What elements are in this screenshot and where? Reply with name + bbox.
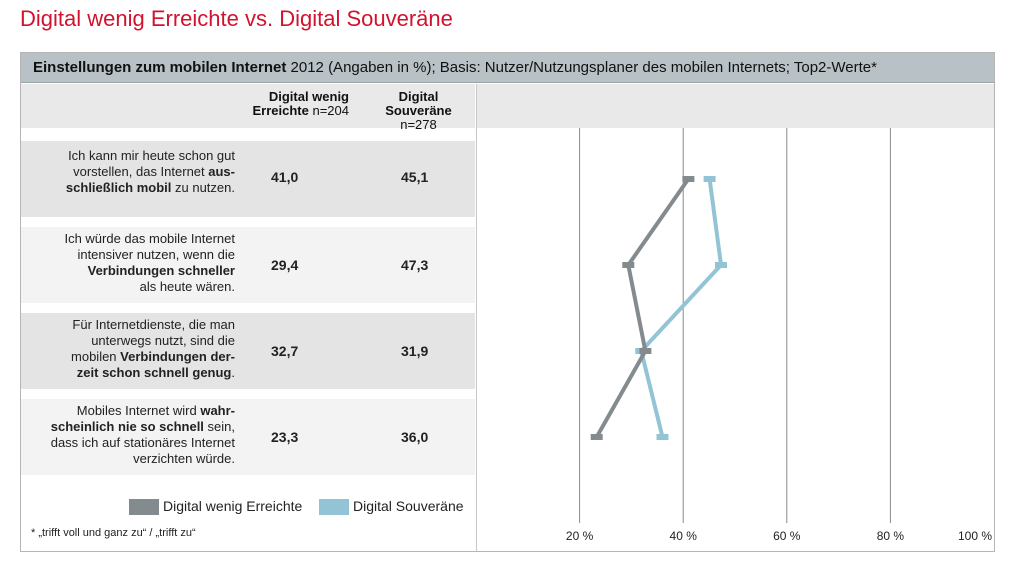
chart-frame: Einstellungen zum mobilen Internet 2012 … — [20, 52, 995, 552]
value-souveraene: 31,9 — [401, 343, 429, 359]
data-point-souveraene — [656, 434, 669, 440]
value-wenig-erreichte: 41,0 — [271, 169, 299, 185]
legend-item-wenig-erreichte: Digital wenig Erreichte — [129, 496, 302, 516]
table-header-bar: Einstellungen zum mobilen Internet 2012 … — [21, 53, 994, 83]
x-axis-ticks: 20 % 40 % 60 % 80 % 100 % — [566, 529, 992, 543]
x-tick-label: 20 % — [566, 529, 594, 543]
table-row: Ich würde das mobile Internet intensiver… — [21, 227, 475, 303]
legend-swatch-souveraene — [319, 499, 349, 516]
row-text-bold: schließlich mobil — [65, 180, 172, 195]
series-lines — [594, 177, 724, 438]
header-bold: Einstellungen zum mobilen Internet — [33, 59, 287, 76]
row-text-bold: Verbindungen der- — [120, 349, 235, 364]
value-souveraene: 45,1 — [401, 169, 429, 185]
col1-line2: Erreichte — [252, 103, 309, 118]
row-text-line: Für Internetdienste, die man — [72, 317, 235, 332]
row-text-bold: aus- — [208, 164, 235, 179]
row-text-line: zu nutzen. — [171, 180, 235, 195]
value-souveraene: 47,3 — [401, 257, 429, 273]
x-tick-label: 60 % — [773, 529, 801, 543]
col2-line1: Digital — [398, 89, 439, 104]
col1-n: n=204 — [308, 103, 349, 118]
data-point-souveraene — [703, 176, 716, 182]
row-text-bold: wahr- — [200, 403, 235, 418]
row-text-line: sein, — [203, 419, 235, 434]
data-point-wenig-erreichte — [639, 348, 652, 354]
row-text-line: Mobiles Internet wird — [76, 403, 201, 418]
data-point-souveraene — [715, 262, 728, 268]
column-divider — [476, 84, 477, 551]
legend-swatch-wenig-erreichte — [129, 499, 159, 516]
x-tick-label: 40 % — [670, 529, 698, 543]
row-text-line: vorstellen, das Internet — [73, 164, 209, 179]
row-text-line: unterwegs nutzt, sind die — [91, 333, 235, 348]
row-text-line: verzichten würde. — [133, 451, 235, 466]
data-point-wenig-erreichte — [682, 176, 695, 182]
line-chart: 20 % 40 % 60 % 80 % 100 % — [566, 128, 992, 543]
data-point-wenig-erreichte — [590, 434, 603, 440]
table-row: Für Internetdienste, die man unterwegs n… — [21, 313, 475, 389]
series-line-wenig-erreichte — [594, 177, 691, 438]
row-text-line: dass ich auf stationäres Internet — [50, 435, 235, 450]
x-tick-label: 80 % — [877, 529, 905, 543]
column-header-souveraene: Digital Souveräne n=278 — [366, 90, 471, 132]
row-text-line: Ich würde das mobile Internet — [64, 231, 235, 246]
column-header-band: Digital wenig Erreichte n=204 Digital So… — [21, 84, 475, 132]
table-row: Mobiles Internet wird wahr- scheinlich n… — [21, 399, 475, 475]
legend-item-souveraene: Digital Souveräne — [319, 496, 464, 516]
col2-n: n=278 — [400, 117, 437, 132]
row-label: Mobiles Internet wird wahr- scheinlich n… — [25, 403, 235, 467]
value-souveraene: 36,0 — [401, 429, 429, 445]
footnote: * „trifft voll und ganz zu“ / „trifft zu… — [31, 527, 196, 539]
chart-header-band — [477, 84, 994, 128]
row-text-bold: Verbindungen schneller — [87, 263, 235, 278]
row-text-line: intensiver nutzen, wenn die — [77, 247, 235, 262]
row-label: Ich kann mir heute schon gut vorstellen,… — [25, 148, 235, 196]
value-wenig-erreichte: 29,4 — [271, 257, 299, 273]
row-text-line: . — [231, 365, 235, 380]
col2-line2: Souveräne — [385, 103, 452, 118]
row-text-line: Ich kann mir heute schon gut — [68, 148, 235, 163]
column-header-wenig-erreichte: Digital wenig Erreichte n=204 — [249, 89, 350, 118]
legend-label: Digital Souveräne — [353, 498, 464, 514]
row-text-bold: zeit schon schnell genug — [76, 365, 232, 380]
row-label: Für Internetdienste, die man unterwegs n… — [25, 317, 235, 381]
header-rest: 2012 (Angaben in %); Basis: Nutzer/Nutzu… — [286, 59, 877, 76]
row-text-line: als heute wären. — [139, 279, 235, 294]
series-markers — [590, 176, 728, 440]
row-text-line: mobilen — [71, 349, 121, 364]
table-row: Ich kann mir heute schon gut vorstellen,… — [21, 141, 475, 217]
row-label: Ich würde das mobile Internet intensiver… — [25, 231, 235, 295]
grid-lines — [579, 128, 891, 523]
data-point-wenig-erreichte — [622, 262, 635, 268]
col1-line1: Digital wenig — [268, 89, 349, 104]
value-wenig-erreichte: 23,3 — [271, 429, 299, 445]
row-text-bold: scheinlich nie so schnell — [50, 419, 204, 434]
x-tick-label: 100 % — [958, 529, 992, 543]
legend-label: Digital wenig Erreichte — [163, 498, 303, 514]
value-wenig-erreichte: 32,7 — [271, 343, 299, 359]
series-line-souveraene — [639, 178, 724, 438]
chart-title: Digital wenig Erreichte vs. Digital Souv… — [20, 6, 453, 31]
